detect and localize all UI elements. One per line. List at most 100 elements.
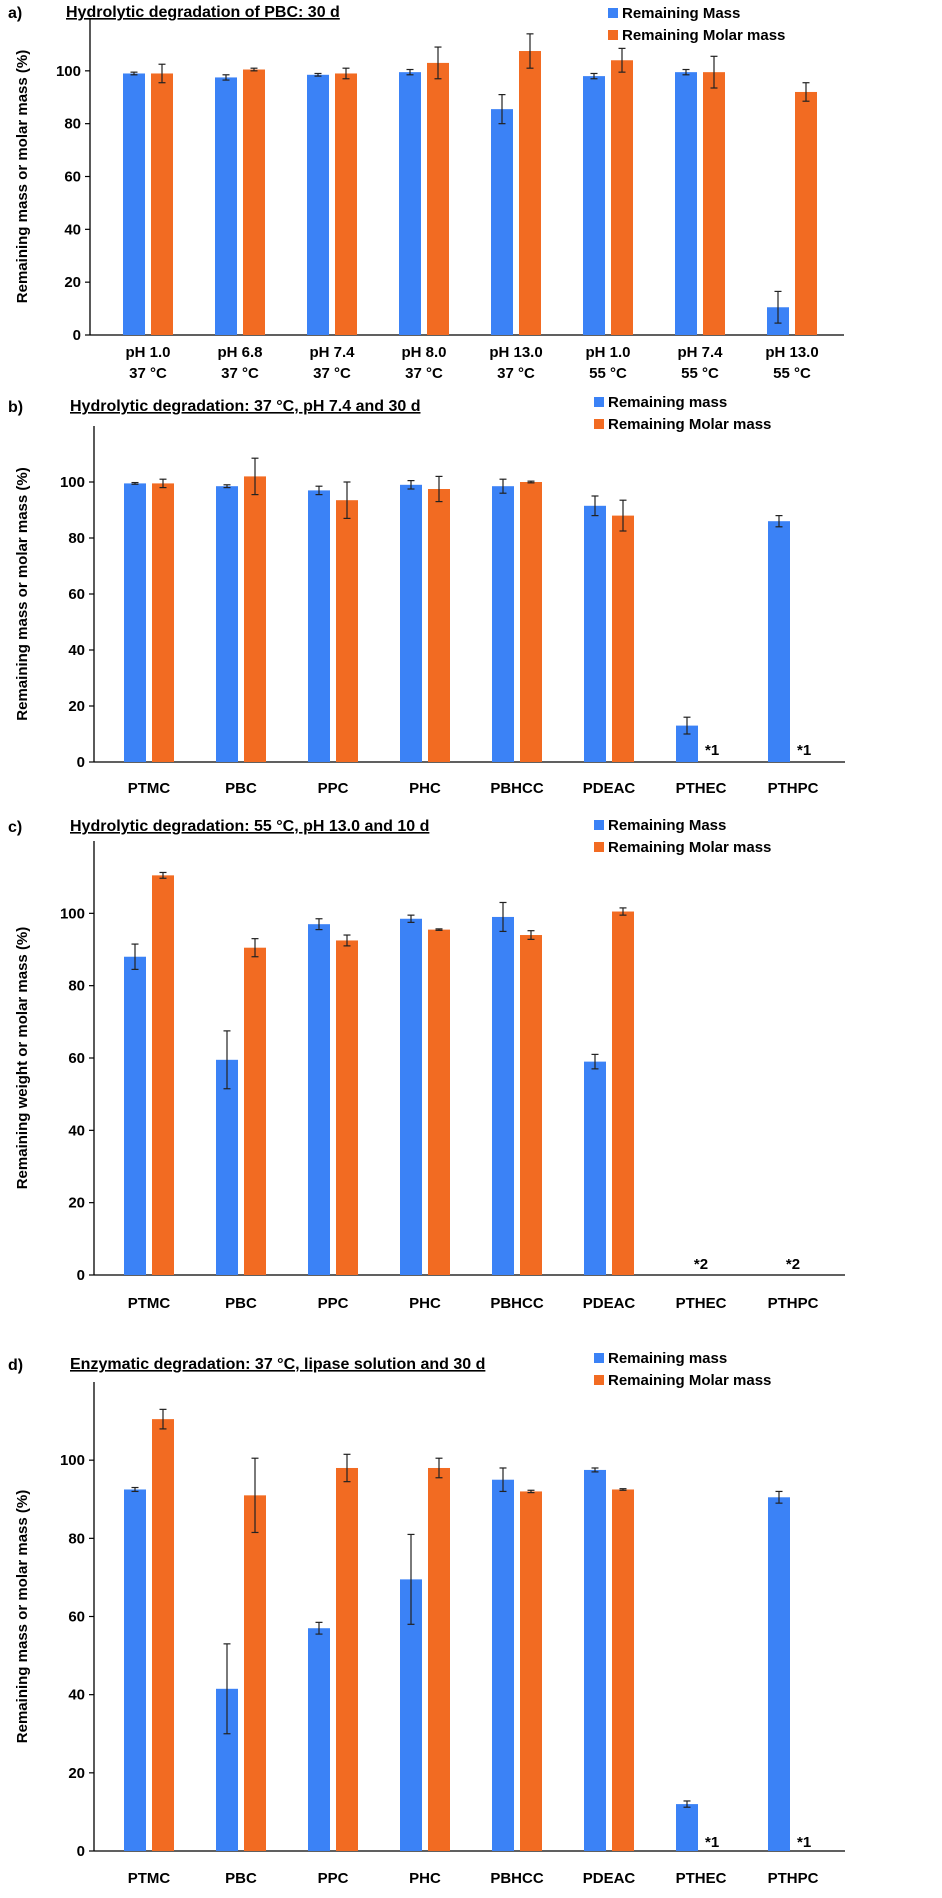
chart-c-x-tick-label: PTHPC (768, 1295, 819, 1312)
chart-d-x-tick-label: PTHPC (768, 1870, 819, 1887)
chart-c-title: Hydrolytic degradation: 55 °C, pH 13.0 a… (70, 818, 429, 835)
chart-a-bar-molar-3 (335, 73, 357, 335)
chart-b-error-bar-mass-7 (683, 716, 691, 735)
chart-c-bar-mass-2 (216, 1059, 238, 1275)
chart-c-error-bar-mass-5 (499, 901, 507, 933)
chart-c-bar-mass-1 (124, 956, 146, 1275)
chart-b-panel-label: b) (8, 399, 23, 416)
chart-c-x-tick-label: PBHCC (490, 1295, 544, 1312)
chart-a-x-tick-label: pH 1.0 (125, 344, 170, 361)
chart-a-error-bar-mass-8 (774, 290, 782, 324)
chart-c-bar-mass-5 (492, 916, 514, 1275)
chart-d-error-bar-mass-5 (499, 1467, 507, 1493)
chart-b-y-tick-label: 80 (68, 530, 85, 547)
chart-a-legend-swatch-molar (608, 30, 618, 40)
chart-c-x-tick-label: PPC (318, 1295, 349, 1312)
chart-c-error-bar-mass-4 (407, 914, 415, 923)
chart-b-x-tick-label: PPC (318, 780, 349, 797)
chart-a-y-axis-label: Remaining mass or molar mass (%) (14, 50, 31, 303)
chart-a-bar-mass-3 (307, 74, 329, 335)
chart-c-bar-mass-6 (584, 1061, 606, 1275)
chart-b-bar-mass-4 (400, 484, 422, 762)
chart-b-error-bar-molar-1 (159, 478, 167, 489)
chart-d-x-tick-label: PTHEC (676, 1870, 727, 1887)
chart-c-bar-molar-3 (336, 940, 358, 1275)
chart-c-x-tick-label: PTHEC (676, 1295, 727, 1312)
chart-d-bar-molar-3 (336, 1467, 358, 1851)
chart-d-annotation: *1 (705, 1834, 719, 1851)
chart-a-bar-molar-5 (519, 51, 541, 335)
chart-d-error-bar-mass-7 (683, 1800, 691, 1808)
chart-c-legend-swatch-molar (594, 842, 604, 852)
chart-d-y-tick-label: 60 (68, 1609, 85, 1626)
chart-b-error-bar-mass-6 (591, 495, 599, 517)
chart-a-x-tick-label: pH 13.0 (489, 344, 542, 361)
chart-panel-c: c) Hydrolytic degradation: 55 °C, pH 13.0… (0, 808, 942, 1338)
chart-d-y-axis-label: Remaining mass or molar mass (%) (14, 1490, 31, 1743)
chart-b-x-tick-label: PBC (225, 780, 257, 797)
chart-c-legend-swatch-mass (594, 820, 604, 830)
chart-c-legend-label-molar: Remaining Molar mass (608, 839, 771, 856)
chart-a-error-bar-molar-8 (802, 82, 810, 102)
chart-c-error-bar-molar-1 (159, 871, 167, 879)
chart-d-bar-molar-6 (612, 1489, 634, 1851)
chart-b-error-bar-molar-4 (435, 475, 443, 503)
chart-a-x-tick-label: pH 1.0 (585, 344, 630, 361)
chart-d-bar-mass-5 (492, 1479, 514, 1851)
chart-b-bar-mass-5 (492, 486, 514, 762)
chart-d-error-bar-molar-2 (251, 1457, 259, 1534)
chart-d-annotation: *1 (797, 1834, 811, 1851)
chart-c-x-tick-label: PHC (409, 1295, 441, 1312)
chart-b-error-bar-mass-4 (407, 479, 415, 490)
chart-a-bar-mass-6 (583, 76, 605, 335)
chart-c-error-bar-mass-2 (223, 1030, 231, 1090)
chart-d-bar-mass-3 (308, 1628, 330, 1851)
chart-a-bar-mass-5 (491, 109, 513, 335)
chart-b-error-bar-mass-1 (131, 481, 139, 485)
chart-c-bar-molar-2 (244, 947, 266, 1275)
chart-c-y-tick-label: 40 (68, 1122, 85, 1139)
chart-c-x-tick-label: PBC (225, 1295, 257, 1312)
chart-a-error-bar-molar-6 (618, 47, 626, 73)
chart-b-title: Hydrolytic degradation: 37 °C, pH 7.4 an… (70, 398, 420, 415)
chart-a-x-tick-label: 55 °C (589, 365, 627, 382)
chart-b-error-bar-mass-8 (775, 515, 783, 528)
chart-c-error-bar-mass-3 (315, 918, 323, 931)
chart-c-bar-mass-4 (400, 918, 422, 1275)
chart-b-bar-mass-6 (584, 505, 606, 762)
chart-d-error-bar-mass-3 (315, 1621, 323, 1635)
chart-a-legend-label-mass: Remaining Mass (622, 5, 740, 22)
chart-d-bar-mass-4 (400, 1579, 422, 1851)
chart-d-error-bar-molar-5 (527, 1489, 535, 1494)
chart-panel-a: a) Hydrolytic degradation of PBC: 30 d 0 20… (0, 0, 942, 384)
chart-a-error-bar-mass-4 (406, 68, 414, 76)
chart-d-y-tick-label: 20 (68, 1765, 85, 1782)
chart-b-legend-label-molar: Remaining Molar mass (608, 416, 771, 433)
chart-b-y-tick-label: 40 (68, 642, 85, 659)
chart-b-y-tick-label: 20 (68, 698, 85, 715)
chart-a-bar-mass-1 (123, 73, 145, 335)
chart-b-x-tick-label: PTHPC (768, 780, 819, 797)
chart-d-x-tick-label: PPC (318, 1870, 349, 1887)
chart-a-x-tick-label: 37 °C (221, 365, 259, 382)
chart-d-x-tick-label: PDEAC (583, 1870, 636, 1887)
chart-c-bar-molar-5 (520, 935, 542, 1275)
chart-a-x-tick-label: pH 6.8 (217, 344, 262, 361)
chart-a-y-tick-label: 40 (64, 221, 81, 238)
chart-a-x-tick-label: 55 °C (773, 365, 811, 382)
chart-b-annotation: *1 (705, 742, 719, 759)
chart-c-x-tick-label: PDEAC (583, 1295, 636, 1312)
chart-d-bar-mass-2 (216, 1688, 238, 1851)
chart-a-legend-label-molar: Remaining Molar mass (622, 27, 785, 44)
chart-a-error-bar-molar-3 (342, 67, 350, 80)
chart-a-x-tick-label: 55 °C (681, 365, 719, 382)
chart-c-y-tick-label: 20 (68, 1195, 85, 1212)
chart-a-bar-mass-2 (215, 77, 237, 335)
chart-d-legend-label-molar: Remaining Molar mass (608, 1372, 771, 1389)
chart-a-x-tick-label: pH 7.4 (309, 344, 355, 361)
chart-d-error-bar-mass-1 (131, 1486, 139, 1493)
chart-a-error-bar-molar-2 (250, 67, 258, 72)
chart-d-y-tick-label: 0 (77, 1843, 85, 1860)
chart-a-bar-molar-2 (243, 69, 265, 335)
chart-d-legend-swatch-mass (594, 1353, 604, 1363)
